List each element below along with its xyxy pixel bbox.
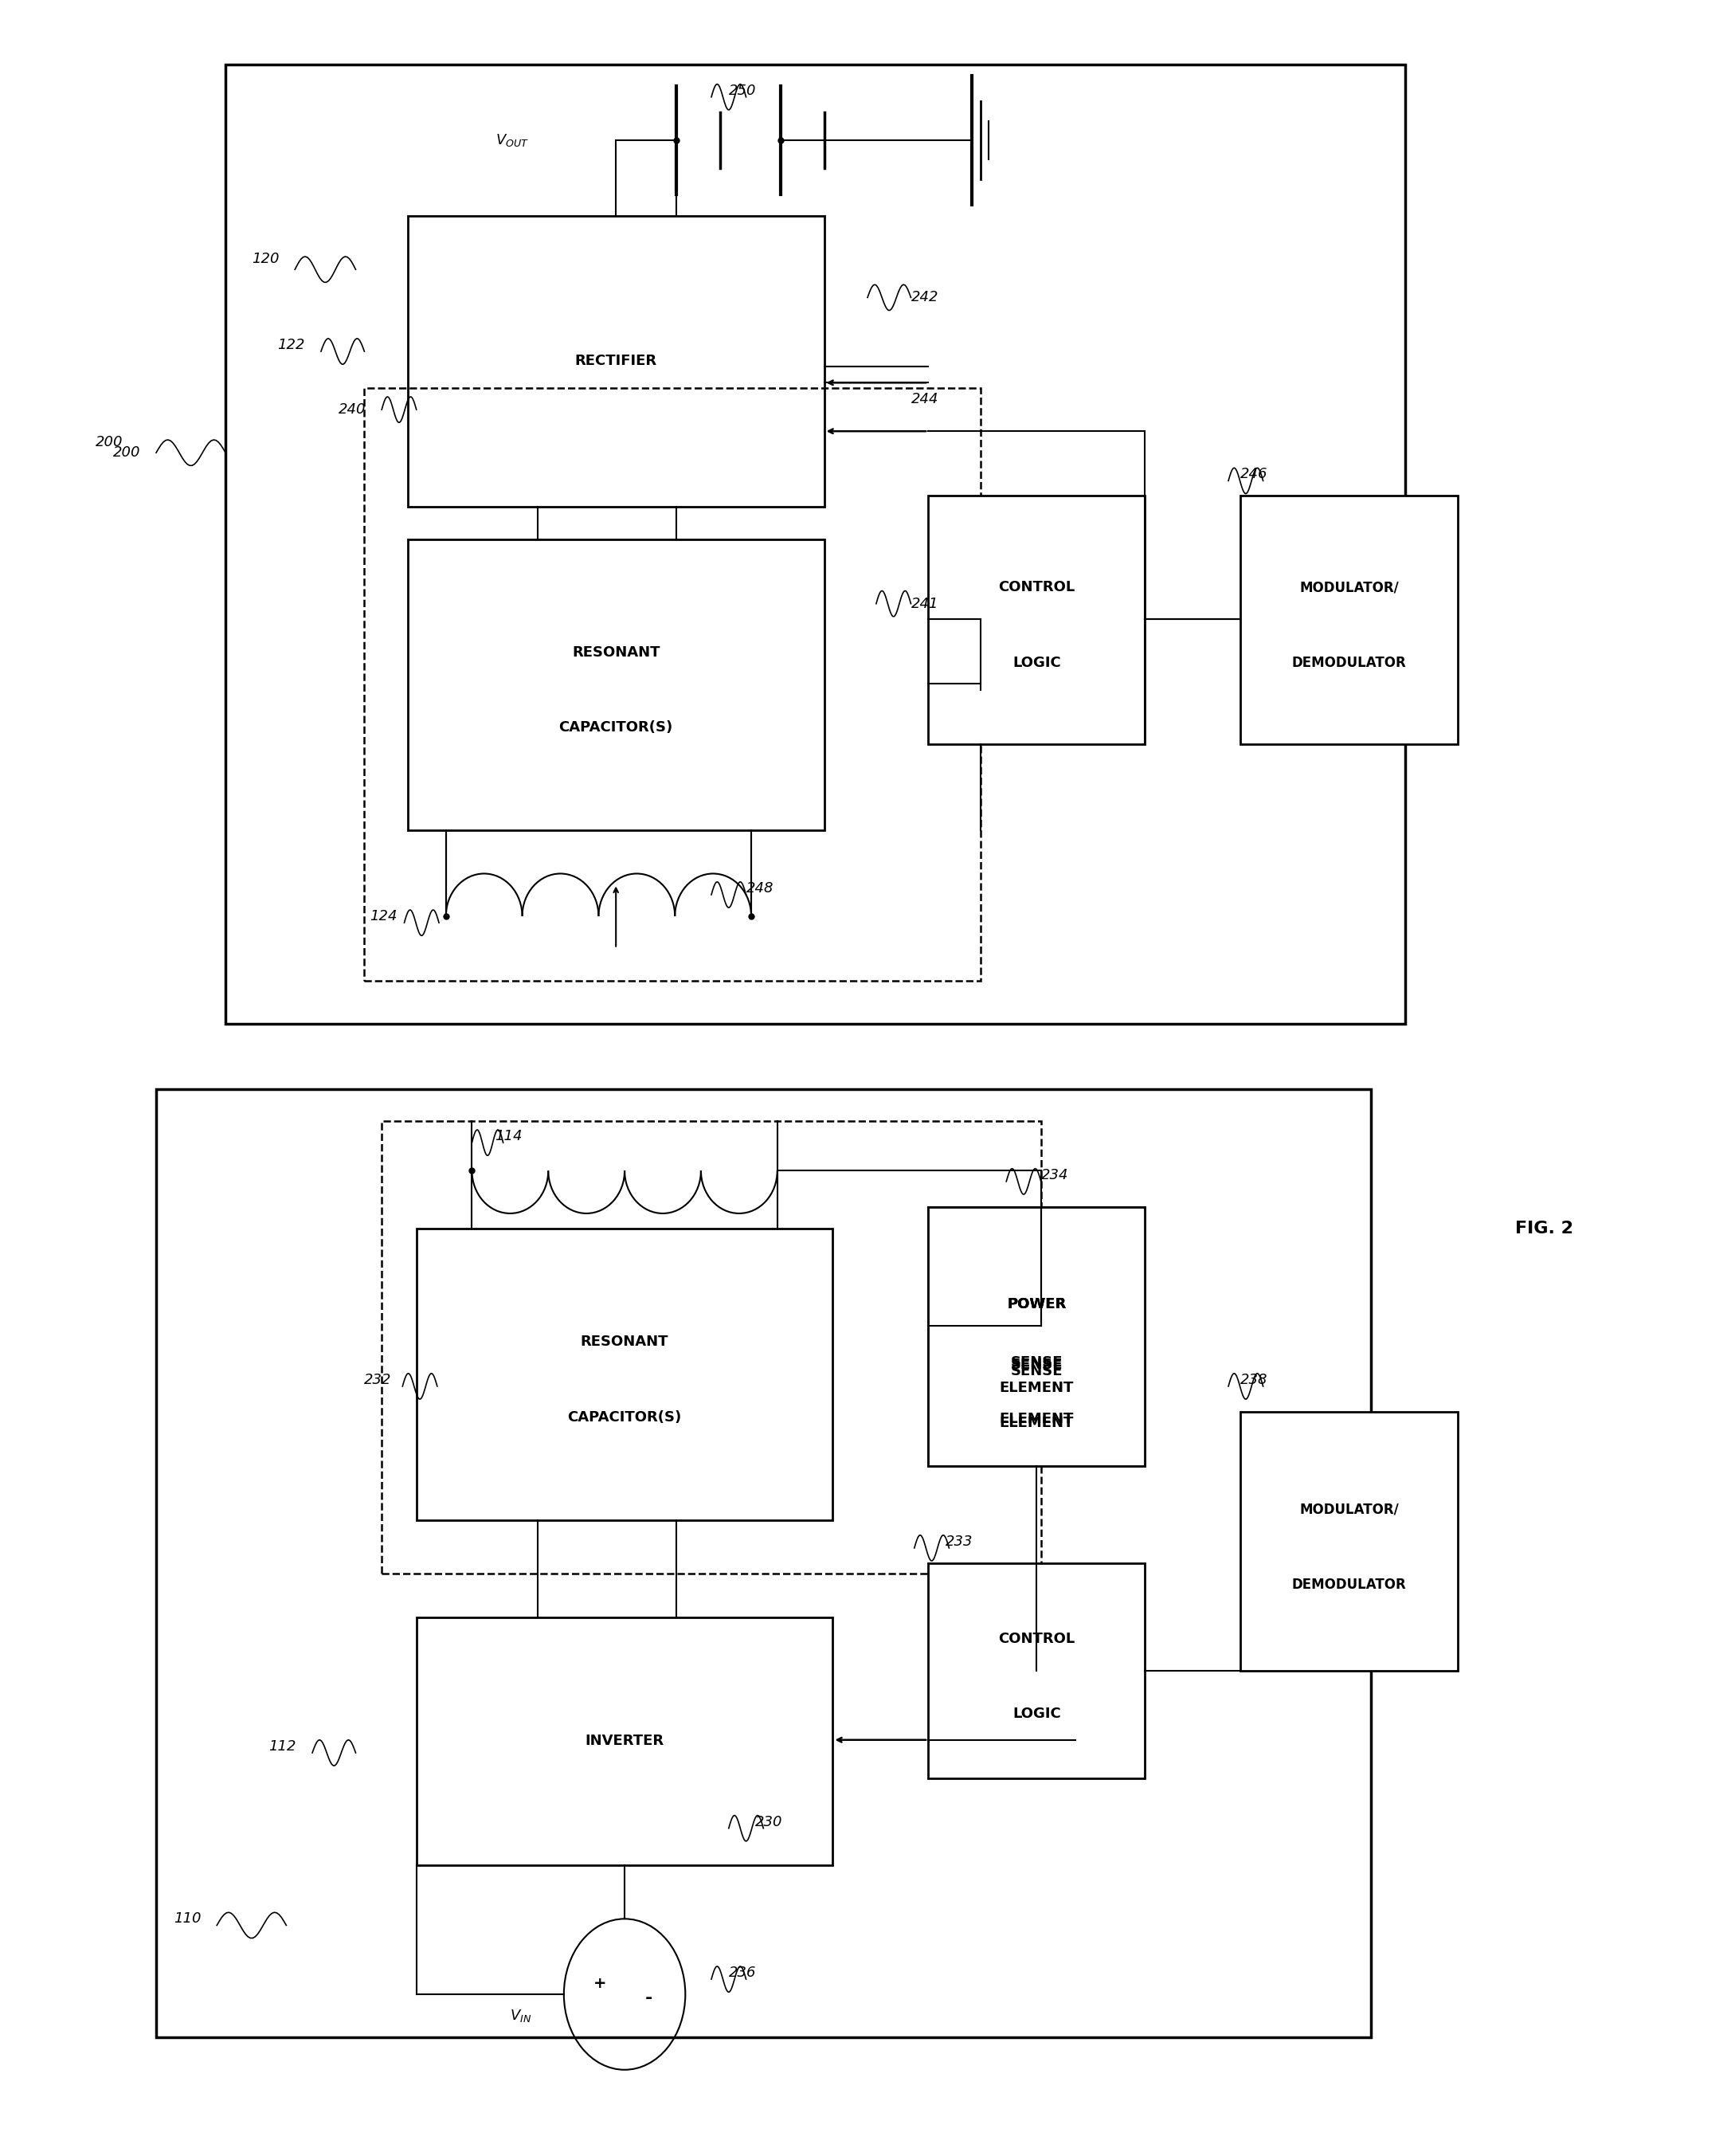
Text: DEMODULATOR: DEMODULATOR	[1291, 1578, 1407, 1591]
Text: 114: 114	[494, 1130, 522, 1143]
Text: CAPACITOR(S): CAPACITOR(S)	[567, 1410, 682, 1425]
Text: 122: 122	[278, 338, 305, 351]
Text: RESONANT: RESONANT	[573, 645, 659, 660]
Text: 232: 232	[364, 1373, 392, 1386]
Text: 230: 230	[755, 1815, 782, 1828]
Text: 200: 200	[113, 446, 141, 459]
Text: SENSE: SENSE	[1010, 1358, 1064, 1371]
Bar	[416, 1229, 833, 1520]
Text: CAPACITOR(S): CAPACITOR(S)	[559, 720, 673, 735]
Bar	[408, 539, 824, 830]
Text: 233: 233	[946, 1535, 973, 1548]
Bar	[416, 1617, 833, 1865]
Text: CONTROL: CONTROL	[998, 580, 1076, 595]
Text: MODULATOR/: MODULATOR/	[1300, 1503, 1398, 1516]
Text: INVERTER: INVERTER	[585, 1733, 665, 1749]
Text: POWER: POWER	[1006, 1298, 1067, 1311]
Text: DEMODULATOR: DEMODULATOR	[1291, 655, 1407, 671]
Text: ELEMENT: ELEMENT	[999, 1416, 1074, 1429]
Text: 112: 112	[269, 1740, 297, 1753]
Text: 234: 234	[1041, 1169, 1069, 1181]
Bar	[1241, 496, 1457, 744]
Bar	[928, 1207, 1145, 1466]
Text: 248: 248	[746, 882, 774, 895]
Text: CONTROL: CONTROL	[998, 1632, 1076, 1645]
Bar	[408, 216, 824, 507]
Text: RECTIFIER: RECTIFIER	[574, 354, 658, 369]
Text: $V_{IN}$: $V_{IN}$	[510, 2007, 531, 2024]
Bar	[382, 1121, 1041, 1574]
Text: FIG. 2: FIG. 2	[1515, 1220, 1574, 1238]
Text: 246: 246	[1241, 468, 1268, 481]
Text: LOGIC: LOGIC	[1013, 1708, 1060, 1720]
Text: LOGIC: LOGIC	[1013, 655, 1060, 671]
Text: 244: 244	[911, 392, 939, 405]
Text: 238: 238	[1241, 1373, 1268, 1386]
Text: 236: 236	[729, 1966, 756, 1979]
Text: RESONANT: RESONANT	[581, 1335, 668, 1350]
Text: MODULATOR/: MODULATOR/	[1300, 580, 1398, 595]
Text: 240: 240	[338, 403, 366, 416]
Text: $V_{OUT}$: $V_{OUT}$	[494, 132, 529, 149]
Text: 110: 110	[174, 1912, 201, 1925]
Bar	[226, 65, 1405, 1024]
Bar	[156, 1089, 1371, 2037]
Text: SENSE
ELEMENT: SENSE ELEMENT	[999, 1365, 1074, 1395]
Text: 250: 250	[729, 84, 756, 97]
Text: 242: 242	[911, 291, 939, 304]
Text: 200: 200	[95, 436, 123, 448]
Bar	[364, 388, 980, 981]
Text: +: +	[593, 1975, 607, 1992]
Text: 120: 120	[252, 252, 279, 265]
Text: SENSE: SENSE	[1010, 1356, 1064, 1369]
Bar	[928, 1563, 1145, 1779]
Bar	[928, 496, 1145, 744]
Bar	[87, 43, 1544, 2134]
Text: 241: 241	[911, 597, 939, 610]
Bar	[1241, 1412, 1457, 1671]
Text: POWER: POWER	[1006, 1298, 1067, 1311]
Text: -: -	[645, 1990, 652, 2007]
Text: POWER: POWER	[1006, 1298, 1067, 1311]
Text: ELEMENT: ELEMENT	[999, 1412, 1074, 1425]
Bar	[928, 1207, 1145, 1466]
Text: 124: 124	[370, 910, 397, 923]
